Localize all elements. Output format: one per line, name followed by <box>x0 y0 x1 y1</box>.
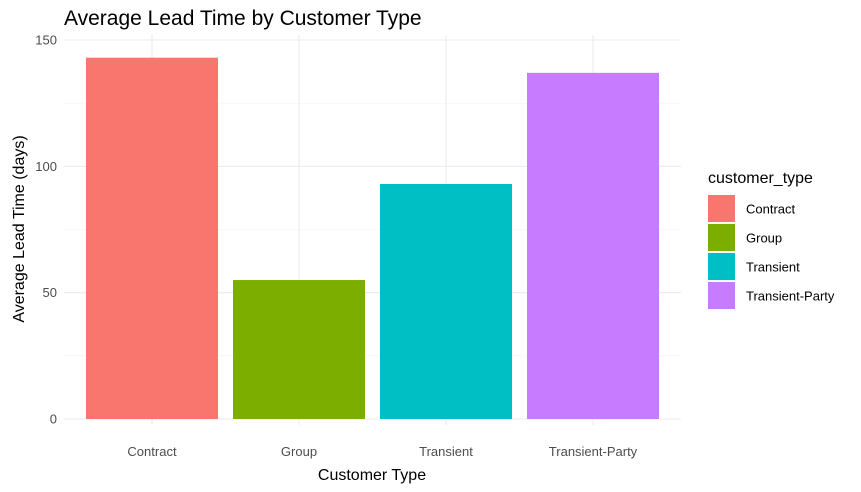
bar-transient-party <box>527 72 659 419</box>
x-axis-ticks: Contract Group Transient Transient-Party <box>127 444 637 459</box>
bar-contract <box>86 57 218 419</box>
y-tick-label: 50 <box>43 285 57 300</box>
y-axis-ticks: 0 50 100 150 <box>35 33 57 427</box>
legend-label: Transient <box>746 260 800 275</box>
legend-swatch <box>708 253 735 280</box>
y-tick-label: 100 <box>35 159 57 174</box>
legend-title: customer_type <box>708 170 813 187</box>
x-axis-title: Customer Type <box>318 467 426 484</box>
legend-swatch <box>708 282 735 309</box>
x-tick-label: Transient <box>419 444 473 459</box>
y-axis-title: Average Lead Time (days) <box>11 135 28 322</box>
bar-transient <box>380 184 512 419</box>
legend-label: Contract <box>746 202 796 217</box>
x-tick-label: Contract <box>127 444 177 459</box>
y-tick-label: 150 <box>35 33 57 48</box>
x-tick-label: Group <box>281 444 317 459</box>
x-tick-label: Transient-Party <box>549 444 638 459</box>
legend-swatch <box>708 195 735 222</box>
chart-title: Average Lead Time by Customer Type <box>64 7 422 30</box>
y-tick-label: 0 <box>50 412 57 427</box>
legend: customer_type Contract Group Transient Tran… <box>708 170 835 309</box>
legend-label: Group <box>746 231 782 246</box>
legend-swatch <box>708 224 735 251</box>
legend-label: Transient-Party <box>746 289 835 304</box>
bars <box>86 57 659 419</box>
bar-group <box>233 280 365 419</box>
